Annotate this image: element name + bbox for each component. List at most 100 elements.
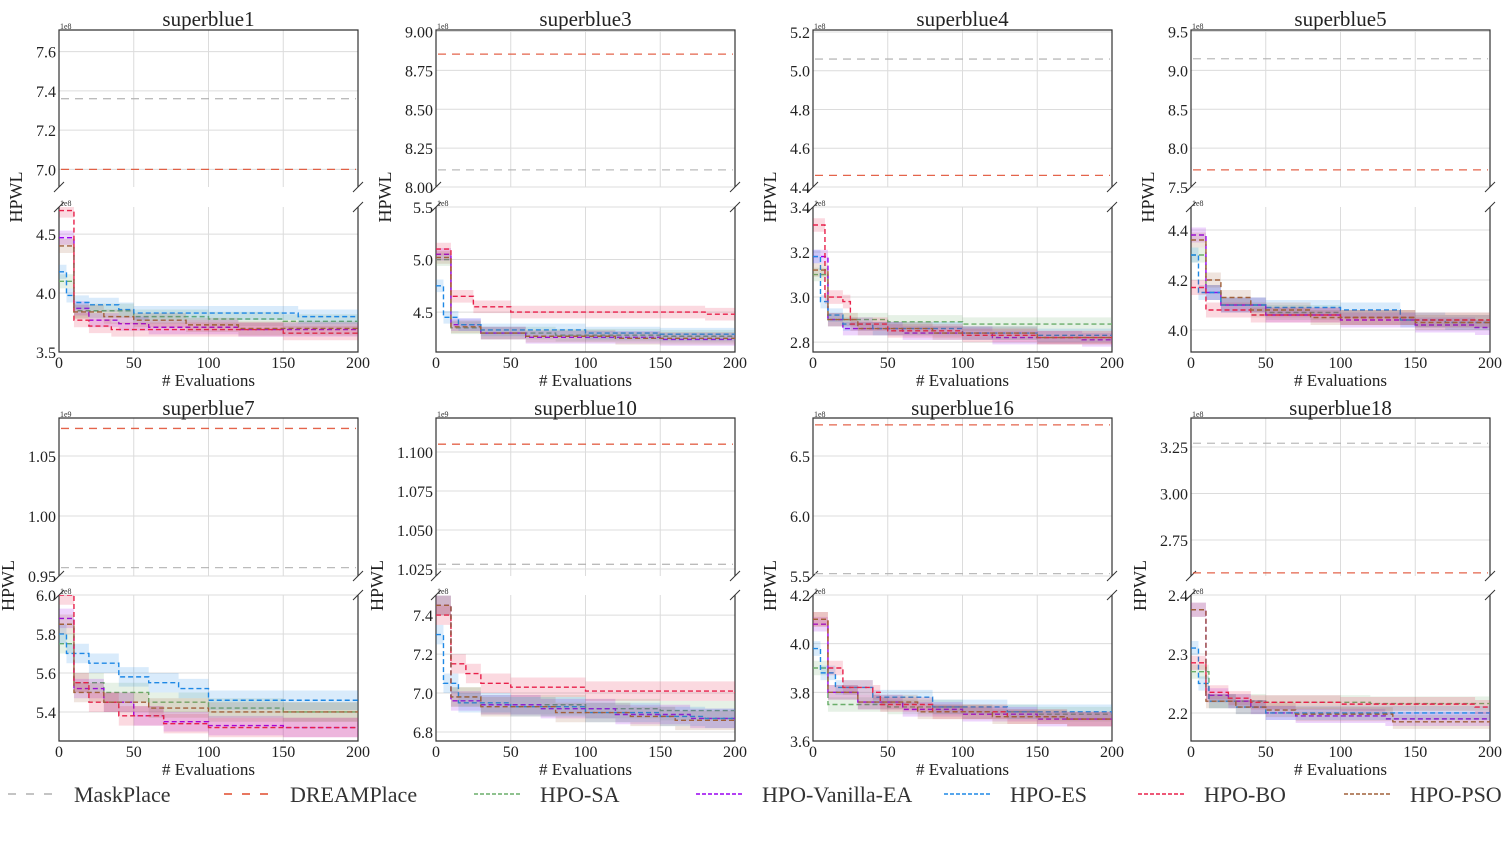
- y-tick-label: 2.2: [1168, 706, 1188, 723]
- axes-frame: [812, 417, 1113, 576]
- series-group: [59, 207, 358, 341]
- y-tick-label: 1.05: [28, 449, 56, 466]
- x-tick-label: 200: [723, 744, 747, 761]
- y-axis-label: HPWL: [367, 560, 387, 611]
- axes-frame: [1190, 29, 1491, 187]
- y-tick-label: 4.0: [1168, 323, 1188, 340]
- y-tick-label: 6.0: [36, 588, 56, 605]
- y-tick-label: 3.0: [790, 290, 810, 307]
- axes-frame: [1190, 417, 1491, 576]
- band-hpo-bo: [813, 612, 1112, 727]
- axis-break-mark: [1484, 570, 1496, 582]
- x-tick-label: 50: [880, 744, 896, 761]
- y-axis-label: HPWL: [760, 560, 780, 611]
- top-axes: 4.4 4.6 4.8 5.0 5.2 1e8: [790, 22, 1118, 197]
- series-group: [813, 612, 1112, 727]
- legend-item: HPO-Vanilla-EA: [696, 782, 912, 807]
- subplot-title: superblue4: [916, 7, 1009, 31]
- y-tick-label: 4.6: [790, 141, 810, 158]
- legend-item: HPO-PSO: [1344, 782, 1502, 807]
- axis-break-mark: [430, 181, 442, 193]
- legend-label: HPO-BO: [1204, 782, 1286, 807]
- axes-frame: [435, 207, 736, 353]
- series-group: [1191, 227, 1490, 335]
- band-hpo-sa: [1191, 664, 1490, 711]
- axes-frame: [58, 29, 359, 187]
- series-group: [813, 218, 1112, 347]
- band-hpo-pso: [59, 614, 358, 722]
- y-tick-label: 5.8: [36, 627, 56, 644]
- line-hpo-sa: [813, 273, 1112, 325]
- x-tick-label: 0: [432, 355, 440, 372]
- band-hpo-vanilla-ea: [813, 249, 1112, 347]
- legend-label: HPO-ES: [1010, 782, 1087, 807]
- y-tick-label: 6.5: [790, 449, 810, 466]
- band-hpo-vanilla-ea: [436, 595, 735, 729]
- y-axis-label: HPWL: [0, 560, 18, 611]
- y-tick-label: 7.2: [413, 647, 433, 664]
- line-hpo-pso: [436, 604, 735, 722]
- axes-frame: [435, 595, 736, 742]
- legend-label: DREAMPlace: [290, 782, 417, 807]
- bottom-axes: 4.5 5.0 5.5 0 50 100 150 200 # Evaluations 1e8: [413, 199, 747, 390]
- subplot-title: superblue3: [539, 7, 631, 31]
- axis-break-mark: [1106, 570, 1118, 582]
- line-hpo-bo: [436, 614, 735, 694]
- series-group: [59, 595, 358, 738]
- band-hpo-bo: [59, 595, 358, 738]
- x-tick-label: 150: [271, 355, 295, 372]
- y-tick-label: 0.95: [28, 569, 56, 586]
- x-tick-label: 0: [432, 744, 440, 761]
- x-tick-label: 150: [1025, 744, 1049, 761]
- legend-label: MaskPlace: [74, 782, 171, 807]
- top-axes: 5.5 6.0 6.5 1e8: [790, 410, 1118, 586]
- x-axis-label: # Evaluations: [539, 760, 632, 779]
- series-group: [1191, 602, 1490, 729]
- y-tick-label: 2.75: [1160, 533, 1188, 550]
- line-hpo-bo: [813, 224, 1112, 339]
- x-tick-label: 100: [951, 744, 975, 761]
- y-tick-label: 4.5: [413, 305, 433, 322]
- band-hpo-sa: [813, 267, 1112, 331]
- axis-exponent: 1e8: [814, 587, 826, 596]
- axis-break-mark: [1484, 589, 1496, 601]
- axis-break-mark: [1185, 589, 1197, 601]
- y-tick-label: 1.00: [28, 509, 56, 526]
- subplot-title: superblue1: [162, 7, 254, 31]
- axis-break-mark: [729, 570, 741, 582]
- axes-frame: [812, 29, 1113, 187]
- axis-break-mark: [807, 570, 819, 582]
- axis-exponent: 1e8: [60, 587, 72, 596]
- top-axes: 7.5 8.0 8.5 9.0 9.5 1e8: [1168, 22, 1496, 197]
- line-hpo-bo: [436, 248, 735, 315]
- subplot-title: superblue5: [1294, 7, 1386, 31]
- subplot-superblue7: superblue7 0.95 1.00 1.05 1e9 5.4 5.6 5.8 6.0 0 50…: [0, 396, 370, 779]
- subplot-title: superblue18: [1289, 396, 1392, 420]
- axis-exponent: 1e8: [60, 22, 72, 31]
- axis-exponent: 1e8: [814, 410, 826, 419]
- axes-frame: [1190, 595, 1491, 742]
- axis-break-mark: [807, 201, 819, 213]
- axis-exponent: 1e8: [1192, 587, 1204, 596]
- band-hpo-pso: [59, 238, 358, 336]
- line-hpo-sa: [59, 643, 358, 713]
- axis-exponent: 1e9: [437, 410, 449, 419]
- y-tick-label: 3.5: [36, 345, 56, 362]
- y-tick-label: 3.00: [1160, 486, 1188, 503]
- line-hpo-es: [436, 633, 735, 720]
- axis-exponent: 1e8: [1192, 199, 1204, 208]
- y-tick-label: 9.5: [1168, 25, 1188, 42]
- axis-break-mark: [352, 201, 364, 213]
- band-hpo-bo: [813, 218, 1112, 345]
- bottom-axes: 4.0 4.2 4.4 0 50 100 150 200 # Evaluations 1e8: [1168, 199, 1502, 390]
- line-hpo-pso: [59, 623, 358, 713]
- band-hpo-bo: [1191, 655, 1490, 715]
- legend-item: DREAMPlace: [224, 782, 417, 807]
- y-tick-label: 2.3: [1168, 647, 1188, 664]
- axis-break-mark: [430, 201, 442, 213]
- line-hpo-bo: [59, 209, 358, 334]
- y-tick-label: 4.2: [1168, 273, 1188, 290]
- x-axis-label: # Evaluations: [162, 760, 255, 779]
- y-tick-label: 5.5: [413, 200, 433, 217]
- axis-break-mark: [430, 570, 442, 582]
